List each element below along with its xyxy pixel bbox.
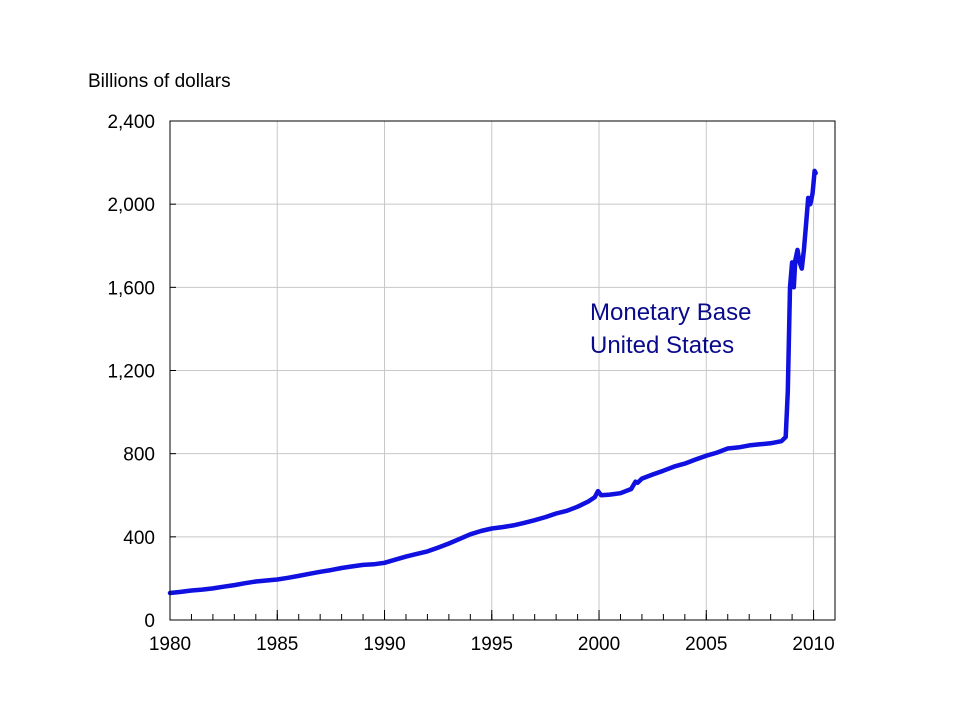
x-tick-label: 2005 <box>685 634 727 655</box>
y-tick-label: 1,200 <box>107 362 155 383</box>
x-tick-label: 2010 <box>792 634 834 655</box>
x-tick-label: 1995 <box>471 634 513 655</box>
series-line-0 <box>167 168 818 596</box>
x-tick-label: 1990 <box>363 634 405 655</box>
gridlines <box>170 121 835 620</box>
series-lines <box>167 168 818 596</box>
y-tick-label: 2,000 <box>107 195 155 216</box>
x-axis-ticks: 1980 1985 1990 1995 2000 2005 2010 <box>149 610 835 655</box>
y-axis-ticks: 0 400 800 1,200 1,600 2,000 2,400 <box>107 112 176 632</box>
y-tick-label: 0 <box>144 611 155 632</box>
y-tick-label: 800 <box>123 445 155 466</box>
y-tick-label: 2,400 <box>107 112 155 133</box>
y-tick-label: 400 <box>123 528 155 549</box>
series-annotation-line-2: United States <box>590 332 734 359</box>
series-annotation-line-1: Monetary Base <box>590 299 751 326</box>
y-axis-unit-label: Billions of dollars <box>88 71 231 92</box>
x-tick-label: 1985 <box>256 634 298 655</box>
y-tick-label: 1,600 <box>107 278 155 299</box>
minor-ticks <box>169 614 836 620</box>
x-tick-label: 2000 <box>578 634 620 655</box>
x-tick-label: 1980 <box>149 634 191 655</box>
